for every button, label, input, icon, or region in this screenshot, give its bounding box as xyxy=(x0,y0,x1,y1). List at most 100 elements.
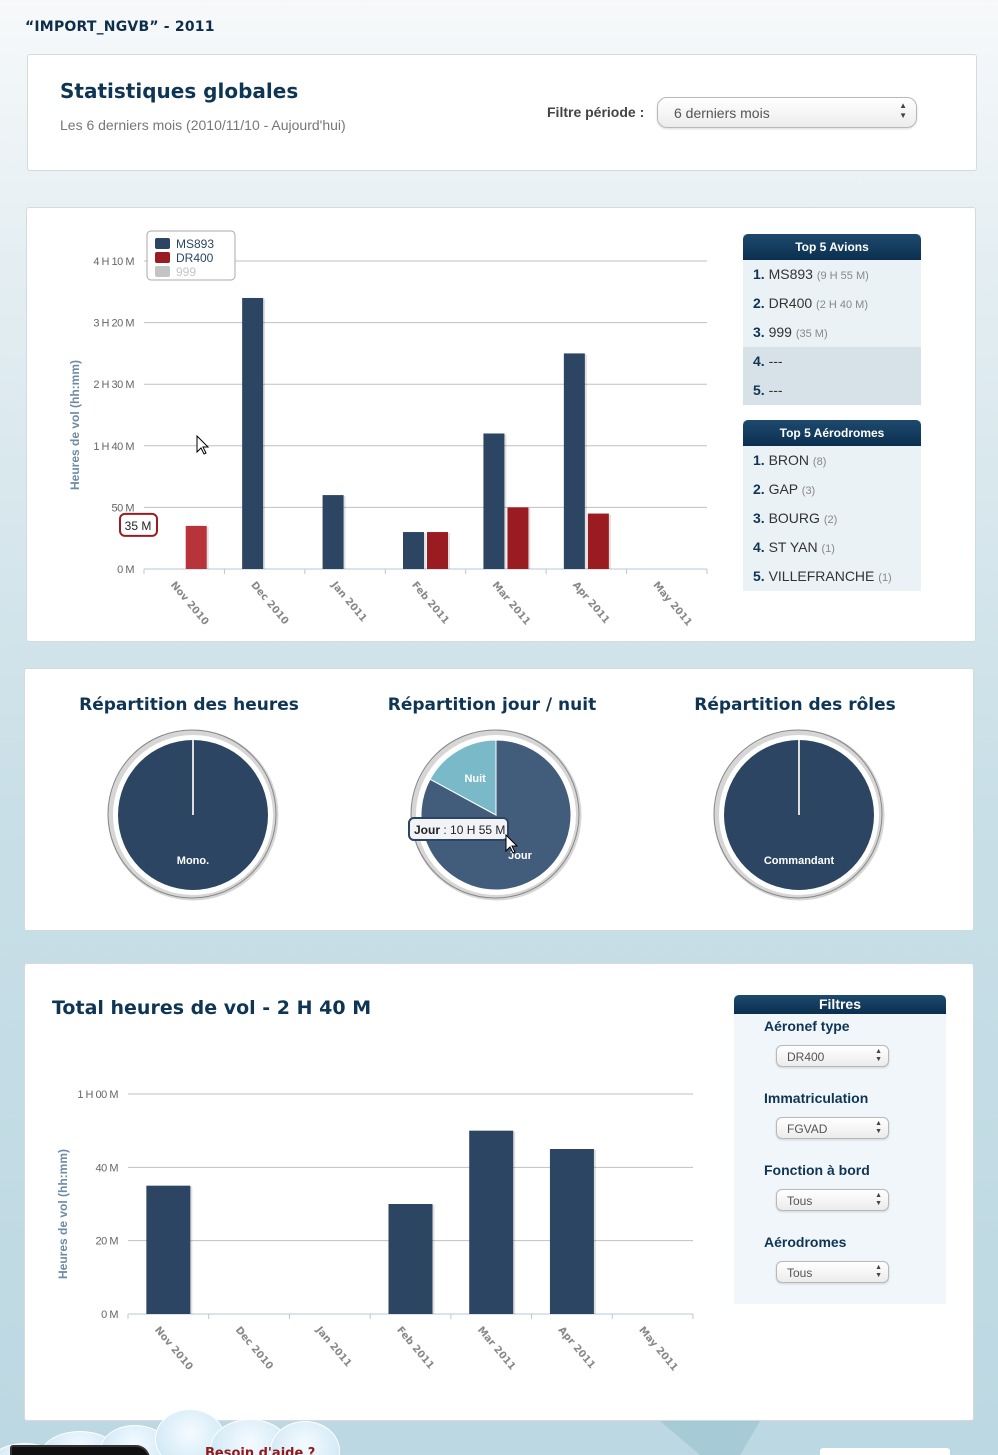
pie-hours-title: Répartition des heures xyxy=(79,695,299,715)
rank-number: 2. xyxy=(753,481,769,497)
y-tick-label: 4 H 10 M xyxy=(93,256,134,268)
header-panel: Statistiques globales Les 6 derniers moi… xyxy=(27,54,977,171)
legend-label[interactable]: MS893 xyxy=(176,237,214,251)
y-tick-label: 1 H 00 M xyxy=(77,1089,118,1101)
aircraft-list-item: 4. --- xyxy=(743,347,921,376)
bar-ms893[interactable] xyxy=(322,495,344,569)
aerodrome-name: ST YAN xyxy=(768,539,822,555)
x-tick-label: Jan 2011 xyxy=(313,1324,354,1369)
pie-slice-label: Jour xyxy=(508,850,533,862)
bar-ms893[interactable] xyxy=(403,532,424,569)
period-filter-select[interactable]: 6 derniers mois ▲ ▼ xyxy=(657,97,917,128)
bar-dr400[interactable] xyxy=(587,513,609,569)
aerodrome-name: BRON xyxy=(768,452,813,468)
aerodrome-list-item: 5. VILLEFRANCHE (1) xyxy=(743,562,921,591)
y-tick-label: 20 M xyxy=(96,1236,119,1248)
pie-hours-chart: Mono. xyxy=(107,729,279,901)
y-tick-label: 3 H 20 M xyxy=(93,318,134,330)
total-hours-chart: 0 M 20 M 40 M 1 H 00 M Heures de vol (hh:mm)… xyxy=(56,1089,694,1374)
tooltip-box xyxy=(119,512,158,537)
aircraft-name: DR400 xyxy=(768,295,817,311)
aircraft-count: (2 H 40 M) xyxy=(816,299,869,311)
pie-rim-outline xyxy=(107,729,277,899)
pie-slice-nuit[interactable] xyxy=(429,739,497,816)
x-tick-label: Apr 2011 xyxy=(570,580,611,626)
period-subtitle: Les 6 derniers mois (2010/11/10 - Aujour… xyxy=(60,117,346,133)
x-tick-label: Jan 2011 xyxy=(328,579,369,624)
pie-rim-outline xyxy=(713,729,883,899)
y-tick-label: 2 H 30 M xyxy=(93,379,134,391)
legend-label[interactable]: 999 xyxy=(176,265,196,279)
bar-ms893[interactable] xyxy=(242,297,264,569)
x-tick-label: Mar 2011 xyxy=(475,1325,517,1373)
aeronef-type-select[interactable]: DR400 ▲ ▼ xyxy=(776,1045,889,1067)
aerodrome-name: BOURG xyxy=(768,510,824,526)
monthly-hours-chart-panel: 0 M 50 M 1 H 40 M 2 H 30 M 3 H 20 M 4 H 10 M H… xyxy=(26,207,976,642)
rank-number: 3. xyxy=(753,324,769,340)
rank-number: 1. xyxy=(753,452,769,468)
updown-arrows-icon: ▲ ▼ xyxy=(875,1048,882,1063)
x-tick-label: Feb 2011 xyxy=(409,580,451,627)
help-link[interactable]: Besoin d'aide ? xyxy=(205,1446,316,1455)
legend-label[interactable]: DR400 xyxy=(176,251,214,265)
legend-swatch[interactable] xyxy=(155,252,170,263)
y-tick-label: 1 H 40 M xyxy=(93,441,134,453)
updown-arrows-icon: ▲ ▼ xyxy=(875,1120,882,1135)
bar-dr400[interactable] xyxy=(388,1204,433,1314)
x-tick-label: May 2011 xyxy=(650,580,693,629)
pie-rim-outline xyxy=(410,729,580,899)
top5-aircraft-list: Top 5 Avions 1. MS893 (9 H 55 M) 2. DR400… xyxy=(743,234,921,405)
bar-dr400[interactable] xyxy=(469,1130,514,1314)
rank-number: 5. xyxy=(753,382,769,398)
y-tick-label: 0 M xyxy=(117,564,134,576)
period-filter-label: Filtre période : xyxy=(547,104,645,120)
updown-arrows-icon: ▲ ▼ xyxy=(875,1264,882,1279)
immatriculation-select[interactable]: FGVAD ▲ ▼ xyxy=(776,1117,889,1139)
bar-dr400[interactable] xyxy=(507,507,529,569)
aeronef-type-label: Aéronef type xyxy=(764,1018,850,1034)
x-tick-label: Dec 2010 xyxy=(233,1325,275,1372)
y-tick-label: 50 M xyxy=(112,502,135,514)
fonction-select[interactable]: Tous ▲ ▼ xyxy=(776,1189,889,1211)
ribbon-decoration xyxy=(660,1421,760,1455)
pie-slice-label: Nuit xyxy=(464,773,486,785)
aerodromes-select[interactable]: Tous ▲ ▼ xyxy=(776,1261,889,1283)
pie-rim-highlight xyxy=(113,735,273,895)
immatriculation-value: FGVAD xyxy=(787,1122,828,1136)
rank-number: 4. xyxy=(753,353,769,369)
aeronef-type-value: DR400 xyxy=(787,1050,825,1064)
rank-number: 1. xyxy=(753,266,769,282)
filters-title: Filtres xyxy=(734,995,946,1014)
bar-ms893[interactable] xyxy=(563,353,585,569)
pie-slice-label: Mono. xyxy=(177,855,209,867)
immatriculation-label: Immatriculation xyxy=(764,1090,869,1106)
updown-arrows-icon: ▲ ▼ xyxy=(899,101,907,120)
bar-ms893[interactable] xyxy=(483,433,505,569)
total-hours-title: Total heures de vol - 2 H 40 M xyxy=(52,997,372,1019)
updown-arrows-icon: ▲ ▼ xyxy=(875,1192,882,1207)
legend-swatch[interactable] xyxy=(155,266,170,277)
mouse-cursor-icon xyxy=(196,434,210,455)
page-title: “IMPORT_NGVB” - 2011 xyxy=(25,19,215,35)
bar-dr400[interactable] xyxy=(146,1185,191,1314)
x-tick-label: May 2011 xyxy=(636,1325,679,1374)
filters-panel: Filtres Aéronef type DR400 ▲ ▼ Immatricul… xyxy=(734,995,946,1304)
legend-swatch[interactable] xyxy=(155,238,170,249)
bar-dr400[interactable] xyxy=(549,1149,594,1314)
pie-tooltip: Jour : 10 H 55 M xyxy=(408,817,509,841)
pie-hours-block: Répartition des heures Mono. xyxy=(39,669,339,932)
aircraft-name: MS893 xyxy=(768,266,817,282)
bar-dr400[interactable] xyxy=(185,525,207,569)
aerodrome-list-item: 4. ST YAN (1) xyxy=(743,533,921,562)
x-tick-label: Dec 2010 xyxy=(248,580,290,627)
aerodrome-count: (3) xyxy=(801,485,816,497)
pie-roles-block: Répartition des rôles Commandant xyxy=(645,669,945,932)
y-tick-label: 0 M xyxy=(101,1309,118,1321)
bar-dr400[interactable] xyxy=(427,532,448,569)
aerodrome-count: (1) xyxy=(878,572,892,584)
fonction-label: Fonction à bord xyxy=(764,1162,870,1178)
aerodromes-label: Aérodromes xyxy=(764,1234,847,1250)
aircraft-list-item: 3. 999 (35 M) xyxy=(743,318,921,347)
pie-roles-chart: Commandant xyxy=(713,729,885,901)
